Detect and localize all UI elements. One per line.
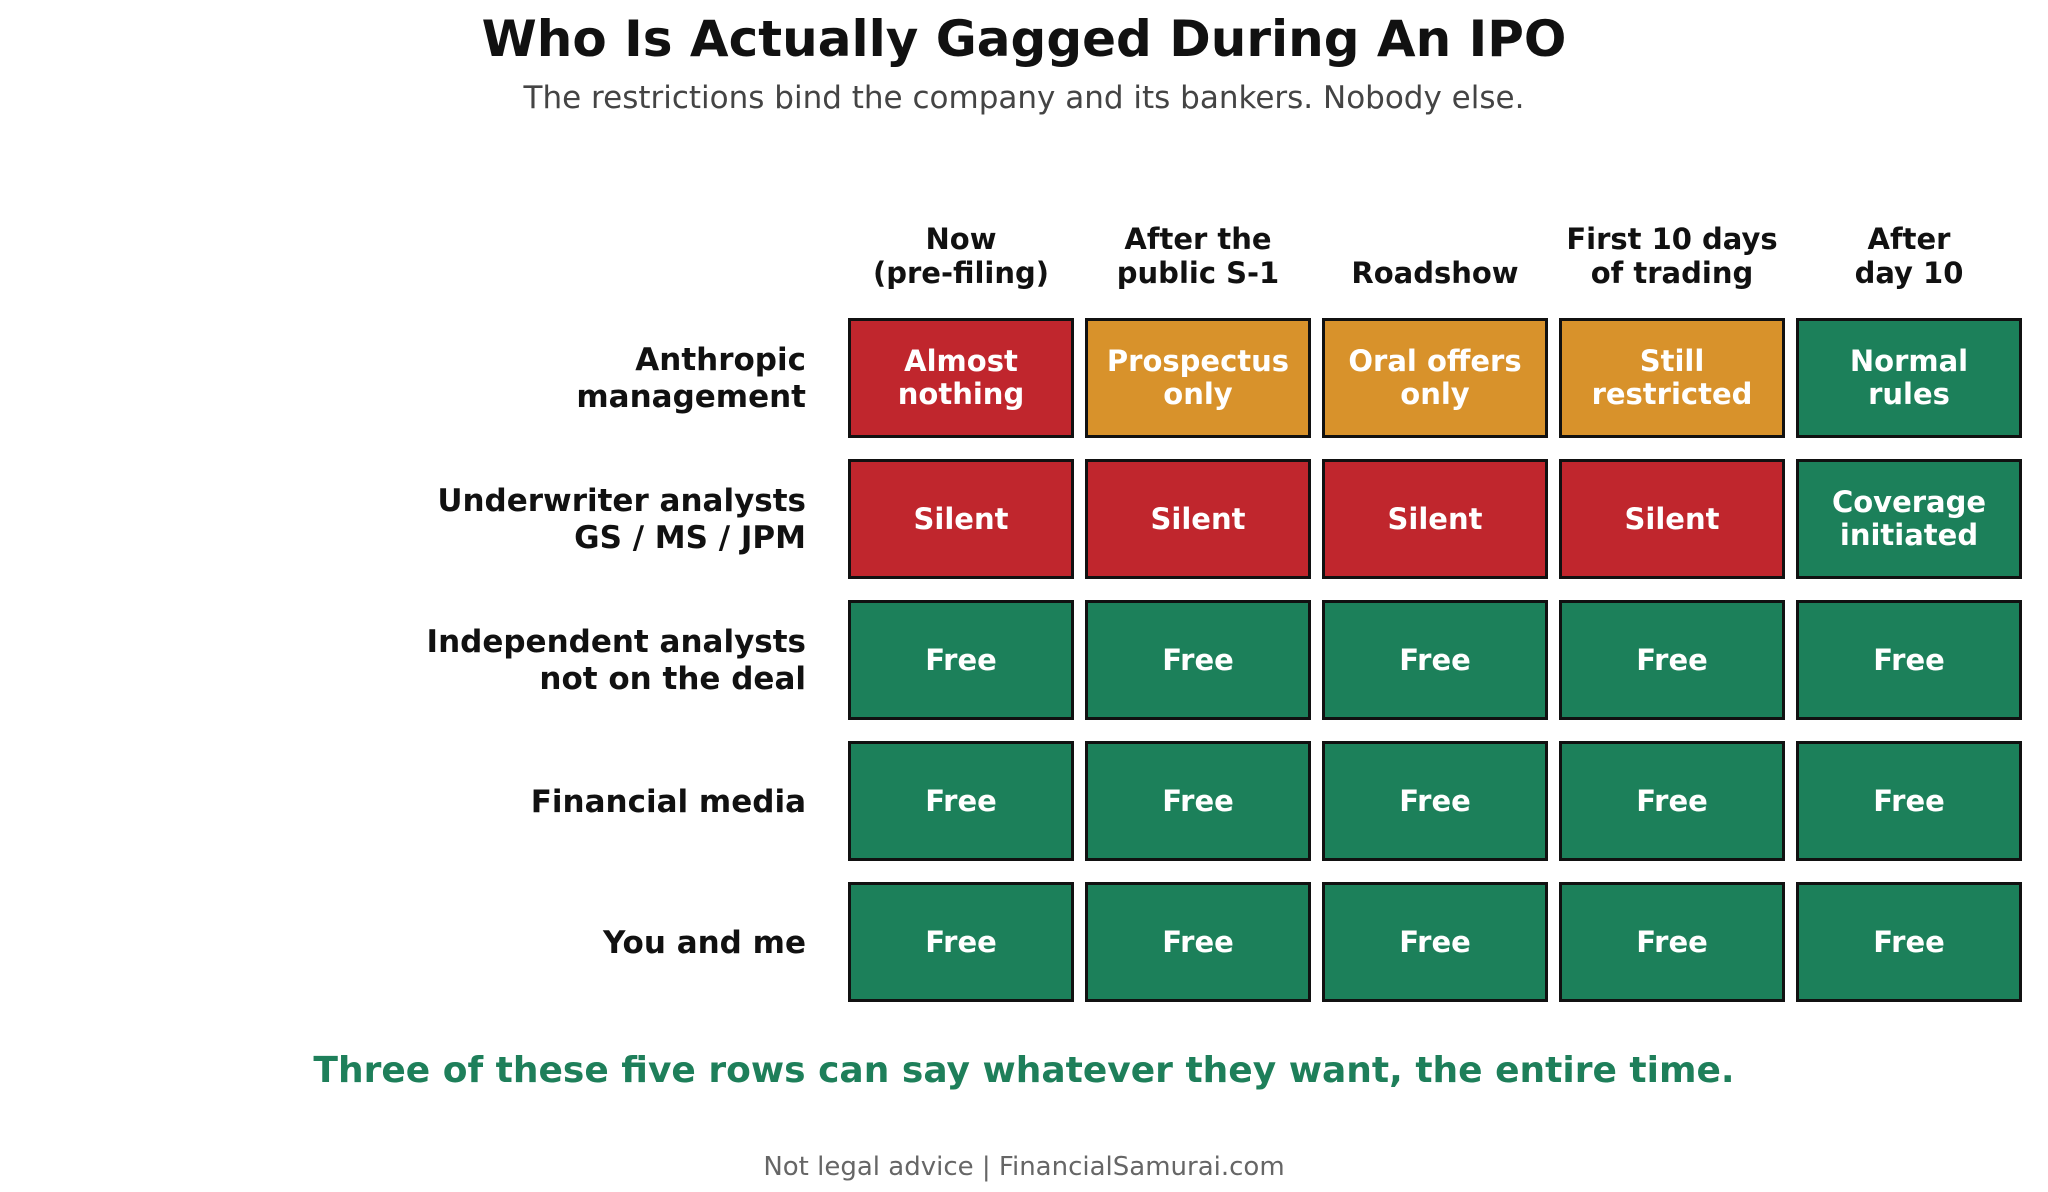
status-cell-free: Free [1796, 600, 2022, 720]
status-cell-restricted: Silent [1322, 459, 1548, 579]
status-cell-line: Free [1399, 642, 1471, 677]
status-cell-line: Free [1399, 924, 1471, 959]
footer-credit: Not legal advice | FinancialSamurai.com [763, 1152, 1285, 1182]
column-header-line: Roadshow [1351, 256, 1519, 290]
status-cell-free: Free [1322, 882, 1548, 1002]
status-cell-free: Normal rules [1796, 318, 2022, 438]
status-cell-line: Free [1162, 783, 1234, 818]
column-header: First 10 days of trading [1556, 210, 1788, 290]
status-cell-line: Still [1639, 344, 1705, 378]
status-cell-line: Free [925, 924, 997, 959]
column-header-line: of trading [1590, 256, 1754, 290]
row-label: Underwriter analysts GS / MS / JPM [300, 459, 806, 581]
row-label-line: Independent analysts [426, 624, 806, 660]
status-cell-line: Free [1162, 924, 1234, 959]
status-cell-restricted: Silent [848, 459, 1074, 579]
status-cell-restricted: Silent [1559, 459, 1785, 579]
column-header: After the public S-1 [1082, 210, 1314, 290]
status-cell-free: Free [1796, 741, 2022, 861]
status-cell-line: Free [1636, 642, 1708, 677]
chart-title: Who Is Actually Gagged During An IPO [481, 10, 1567, 68]
status-cell-line: Free [1636, 924, 1708, 959]
column-header-line: After the [1124, 222, 1272, 256]
column-header: Now (pre-filing) [845, 210, 1077, 290]
status-cell-line: Free [1636, 783, 1708, 818]
status-cell-restricted: Silent [1085, 459, 1311, 579]
row-label: Financial media [300, 741, 806, 863]
status-cell-limited: Still restricted [1559, 318, 1785, 438]
status-cell-line: rules [1868, 377, 1950, 411]
column-header-line: After [1867, 222, 1951, 256]
status-cell-free: Free [848, 882, 1074, 1002]
status-cell-line: Free [1399, 783, 1471, 818]
status-cell-line: Silent [1387, 501, 1483, 536]
column-header-line: Now [925, 222, 997, 256]
row-label: You and me [300, 882, 806, 1004]
column-header-line: public S-1 [1116, 256, 1280, 290]
status-cell-line: Coverage [1831, 485, 1987, 519]
status-cell-free: Free [848, 741, 1074, 861]
status-cell-free: Free [1559, 882, 1785, 1002]
status-cell-line: Prospectus [1106, 344, 1290, 378]
takeaway-note: Three of these five rows can say whateve… [313, 1050, 1735, 1091]
row-label-line: You and me [602, 924, 806, 961]
row-label: Anthropic management [300, 318, 806, 440]
status-cell-line: Oral offers [1348, 344, 1522, 378]
status-cell-line: Silent [1150, 501, 1246, 536]
column-header: Roadshow [1319, 210, 1551, 290]
row-label: Independent analysts not on the deal [300, 600, 806, 722]
status-cell-line: nothing [897, 377, 1025, 411]
status-cell-limited: Oral offers only [1322, 318, 1548, 438]
status-cell-free: Free [1085, 741, 1311, 861]
status-cell-line: Silent [913, 501, 1009, 536]
status-cell-line: only [1163, 377, 1233, 411]
status-cell-line: Free [925, 783, 997, 818]
row-label-line: Underwriter analysts [437, 483, 806, 519]
row-label-line: GS / MS / JPM [574, 520, 806, 556]
status-cell-line: restricted [1591, 377, 1753, 411]
status-cell-line: initiated [1839, 518, 1979, 552]
status-cell-free: Coverage initiated [1796, 459, 2022, 579]
status-cell-line: Free [1873, 924, 1945, 959]
status-cell-free: Free [1322, 600, 1548, 720]
column-header: After day 10 [1793, 210, 2025, 290]
status-cell-line: Silent [1624, 501, 1720, 536]
column-header-line: day 10 [1854, 256, 1964, 290]
status-cell-free: Free [1559, 741, 1785, 861]
status-cell-line: Normal [1849, 344, 1969, 378]
status-cell-line: Almost [904, 344, 1018, 378]
status-cell-free: Free [1085, 600, 1311, 720]
row-label-line: Anthropic [635, 342, 806, 378]
status-cell-free: Free [1322, 741, 1548, 861]
column-header-line: (pre-filing) [872, 256, 1050, 290]
chart-subtitle: The restrictions bind the company and it… [523, 80, 1525, 116]
status-cell-free: Free [1085, 882, 1311, 1002]
row-label-line: management [576, 379, 806, 415]
status-cell-line: Free [925, 642, 997, 677]
status-cell-line: Free [1162, 642, 1234, 677]
row-label-line: Financial media [530, 783, 806, 820]
status-cell-line: Free [1873, 783, 1945, 818]
status-cell-line: Free [1873, 642, 1945, 677]
status-cell-limited: Prospectus only [1085, 318, 1311, 438]
status-cell-restricted: Almost nothing [848, 318, 1074, 438]
status-cell-free: Free [848, 600, 1074, 720]
status-cell-free: Free [1796, 882, 2022, 1002]
status-cell-line: only [1400, 377, 1470, 411]
status-cell-free: Free [1559, 600, 1785, 720]
column-header-line: First 10 days [1566, 222, 1778, 256]
row-label-line: not on the deal [539, 661, 806, 697]
